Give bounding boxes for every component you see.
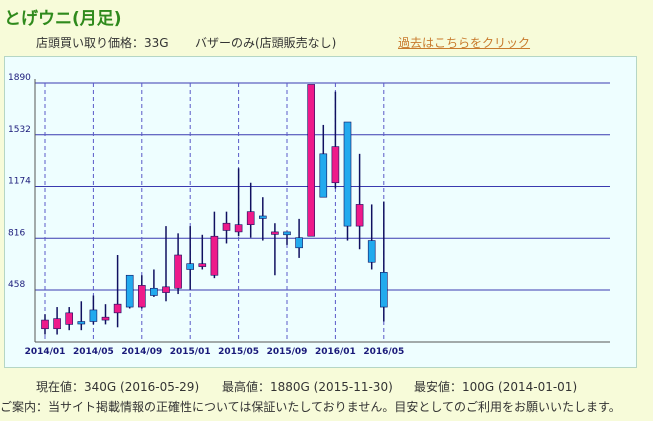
candle-body (271, 231, 279, 235)
candle-body (355, 204, 364, 227)
x-tick-label: 2014/01 (25, 347, 66, 357)
x-tick-label: 2016/01 (315, 347, 356, 357)
candle-body (331, 146, 340, 184)
candle-body (234, 224, 243, 233)
candle-body (186, 263, 194, 270)
candle-body (246, 211, 255, 225)
candle-body (113, 303, 122, 314)
chart-svg: 458 816 1174 1532 1890 2014/01 2014/05 2014/09 2… (8, 73, 610, 357)
candle-body (222, 222, 231, 231)
candle-body (125, 274, 134, 308)
y-tick-label: 1174 (8, 177, 31, 187)
candle-body (319, 153, 328, 198)
candle-body (283, 231, 291, 236)
candle-body (379, 272, 388, 308)
x-tick-label: 2014/09 (121, 347, 162, 357)
candle-body (65, 312, 74, 325)
disclaimer-notice: ご案内：当サイト掲載情報の正確性については保証いたしておりません。目安としてのご… (0, 400, 621, 414)
highest-price: 最高値：1880G (2015-11-30) (222, 380, 393, 394)
candle-body (77, 321, 86, 325)
y-tick-label: 1890 (8, 73, 31, 83)
x-tick-label: 2015/05 (218, 347, 259, 357)
candle-body (259, 215, 267, 219)
page-title: とげウニ(月足) (4, 9, 122, 29)
candle-body (198, 263, 207, 267)
current-price: 現在値：340G (2016-05-29) (36, 380, 200, 394)
candle-body (138, 285, 146, 308)
candle-body (174, 254, 182, 289)
x-tick-label: 2016/05 (363, 347, 404, 357)
past-data-link[interactable]: 過去はこちらをクリック (398, 36, 531, 50)
lowest-price: 最安値：100G (2014-01-01) (414, 380, 578, 394)
candle-body (53, 318, 61, 330)
candle-body (162, 286, 170, 293)
candle-body (41, 319, 49, 330)
x-tick-label: 2015/01 (170, 347, 211, 357)
candle-body (210, 235, 219, 276)
bazaar-note: バザーのみ(店頭販売なし) (195, 36, 337, 50)
y-tick-label: 1532 (8, 125, 31, 135)
candle-body (150, 287, 158, 296)
candle-body (101, 316, 110, 321)
candle-body (307, 84, 316, 237)
y-tick-label: 458 (8, 280, 25, 290)
candlestick-chart: 458 816 1174 1532 1890 2014/01 2014/05 2014/09 2… (4, 56, 637, 368)
candle-body (295, 237, 303, 249)
shop-price-label: 店頭買い取り価格：33G (36, 36, 169, 50)
y-tick-label: 816 (8, 228, 25, 238)
candle-body (367, 240, 376, 263)
x-tick-label: 2014/05 (73, 347, 114, 357)
candle-body (89, 309, 98, 322)
candle-body (343, 121, 352, 227)
x-tick-label: 2015/09 (267, 347, 308, 357)
